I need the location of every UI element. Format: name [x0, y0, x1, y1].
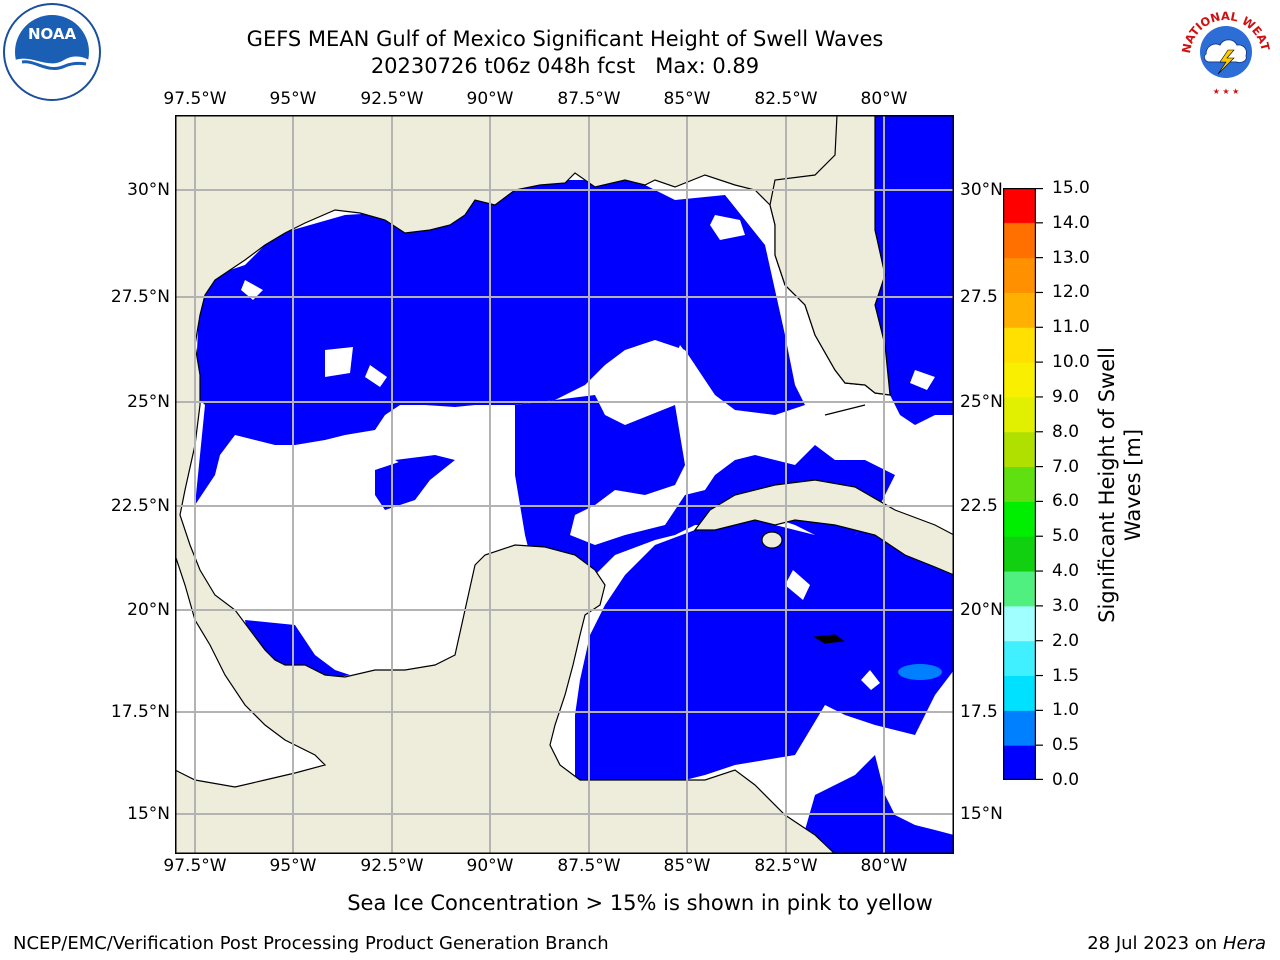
- lon-tick-label-top: 85°W: [663, 89, 711, 109]
- lat-tick-label-left: 22.5°N: [110, 496, 170, 516]
- colorbar-tick-label: 3.0: [1052, 595, 1080, 616]
- colorbar-tick-label: 13.0: [1052, 247, 1090, 268]
- colorbar-tick-label: 11.0: [1052, 317, 1090, 338]
- lon-tick-label-bottom: 82.5°W: [754, 856, 818, 876]
- lat-tick-label-left: 17.5°N: [110, 702, 170, 722]
- lon-tick-label-bottom: 80°W: [860, 856, 908, 876]
- map-gridlines: [175, 115, 954, 854]
- colorbar-band: [1003, 571, 1036, 607]
- lat-tick-label-left: 30°N: [127, 180, 170, 200]
- lat-tick-label-right: 27.5: [960, 287, 998, 307]
- colorbar-band: [1003, 605, 1036, 642]
- lat-tick-label-right: 20°N: [960, 600, 1003, 620]
- colorbar-band: [1003, 257, 1036, 293]
- colorbar-tick-label: 9.0: [1052, 386, 1080, 407]
- lat-tick-label-left: 15°N: [127, 804, 170, 824]
- colorbar-band: [1003, 466, 1036, 502]
- lon-tick-label-top: 90°W: [466, 89, 514, 109]
- lon-tick-label-bottom: 87.5°W: [557, 856, 621, 876]
- noaa-logo: NOAA: [2, 2, 102, 102]
- footer-branch: NCEP/EMC/Verification Post Processing Pr…: [13, 933, 609, 954]
- colorbar-band: [1003, 710, 1036, 746]
- colorbar-band: [1003, 362, 1036, 398]
- colorbar-label-line2: Waves [m]: [1121, 428, 1145, 542]
- colorbar-tick-label: 6.0: [1052, 491, 1080, 512]
- colorbar-band: [1003, 222, 1036, 259]
- colorbar-band: [1003, 536, 1036, 572]
- lat-tick-label-left: 27.5°N: [110, 287, 170, 307]
- colorbar-tick-label: 0.5: [1052, 735, 1080, 756]
- lat-tick-label-right: 17.5: [960, 702, 998, 722]
- chart-subtitle: 20230726 t06z 048h fcst Max: 0.89: [370, 54, 760, 78]
- colorbar-band: [1003, 675, 1036, 711]
- swell-clear-patches: [241, 215, 935, 690]
- colorbar: [1003, 188, 1043, 780]
- lon-tick-label-top: 92.5°W: [360, 89, 424, 109]
- colorbar-tick-label: 8.0: [1052, 421, 1080, 442]
- lon-tick-label-bottom: 95°W: [269, 856, 317, 876]
- sea-ice-note: Sea Ice Concentration > 15% is shown in …: [347, 891, 933, 915]
- colorbar-band: [1003, 431, 1036, 468]
- colorbar-tick-label: 10.0: [1052, 352, 1090, 373]
- svg-text:★ ★ ★: ★ ★ ★: [1213, 87, 1240, 96]
- colorbar-tick-label: 12.0: [1052, 282, 1090, 303]
- lon-tick-label-top: 80°W: [860, 89, 908, 109]
- footer-machine: Hera: [1222, 933, 1266, 954]
- colorbar-label-line1: Significant Height of Swell: [1095, 347, 1119, 623]
- lat-tick-label-right: 15°N: [960, 804, 1003, 824]
- chart-title: GEFS MEAN Gulf of Mexico Significant Hei…: [246, 27, 884, 51]
- colorbar-band: [1003, 396, 1036, 433]
- lat-tick-label-left: 25°N: [127, 392, 170, 412]
- footer-date: 28 Jul 2023 on Hera: [1087, 933, 1266, 954]
- colorbar-tick-label: 1.0: [1052, 700, 1080, 721]
- colorbar-tick-label: 2.0: [1052, 630, 1080, 651]
- colorbar-band: [1003, 292, 1036, 328]
- footer-date-text: 28 Jul 2023 on: [1087, 933, 1223, 954]
- colorbar-tick-label: 4.0: [1052, 561, 1080, 582]
- lat-tick-label-right: 25°N: [960, 392, 1003, 412]
- colorbar-band: [1003, 501, 1036, 537]
- lat-tick-label-right: 30°N: [960, 180, 1003, 200]
- nws-logo: NATIONAL WEATHER SERVICE ★ ★ ★: [1171, 0, 1276, 102]
- swell-0-0.5m-regions: [195, 115, 954, 854]
- colorbar-band: [1003, 327, 1036, 363]
- colorbar-band: [1003, 188, 1036, 223]
- lon-tick-label-bottom: 85°W: [663, 856, 711, 876]
- lat-tick-label-left: 20°N: [127, 600, 170, 620]
- colorbar-tick-label: 5.0: [1052, 526, 1080, 547]
- map-frame: [175, 115, 954, 854]
- lon-tick-label-top: 97.5°W: [163, 89, 227, 109]
- lon-tick-label-top: 82.5°W: [754, 89, 818, 109]
- lon-tick-label-top: 95°W: [269, 89, 317, 109]
- colorbar-tick-label: 7.0: [1052, 456, 1080, 477]
- lon-tick-label-bottom: 92.5°W: [360, 856, 424, 876]
- colorbar-band: [1003, 745, 1036, 780]
- colorbar-tick-label: 14.0: [1052, 212, 1090, 233]
- florida-panhandle: [769, 115, 891, 396]
- lat-tick-label-right: 22.5: [960, 496, 998, 516]
- colorbar-band: [1003, 640, 1036, 677]
- lon-tick-label-bottom: 97.5°W: [163, 856, 227, 876]
- svg-text:NOAA: NOAA: [28, 25, 77, 43]
- lon-tick-label-bottom: 90°W: [466, 856, 514, 876]
- colorbar-tick-label: 15.0: [1052, 178, 1090, 198]
- lon-tick-label-top: 87.5°W: [557, 89, 621, 109]
- swell-height-map: [175, 115, 954, 854]
- colorbar-tick-label: 1.5: [1052, 665, 1080, 686]
- colorbar-tick-label: 0.0: [1052, 770, 1080, 790]
